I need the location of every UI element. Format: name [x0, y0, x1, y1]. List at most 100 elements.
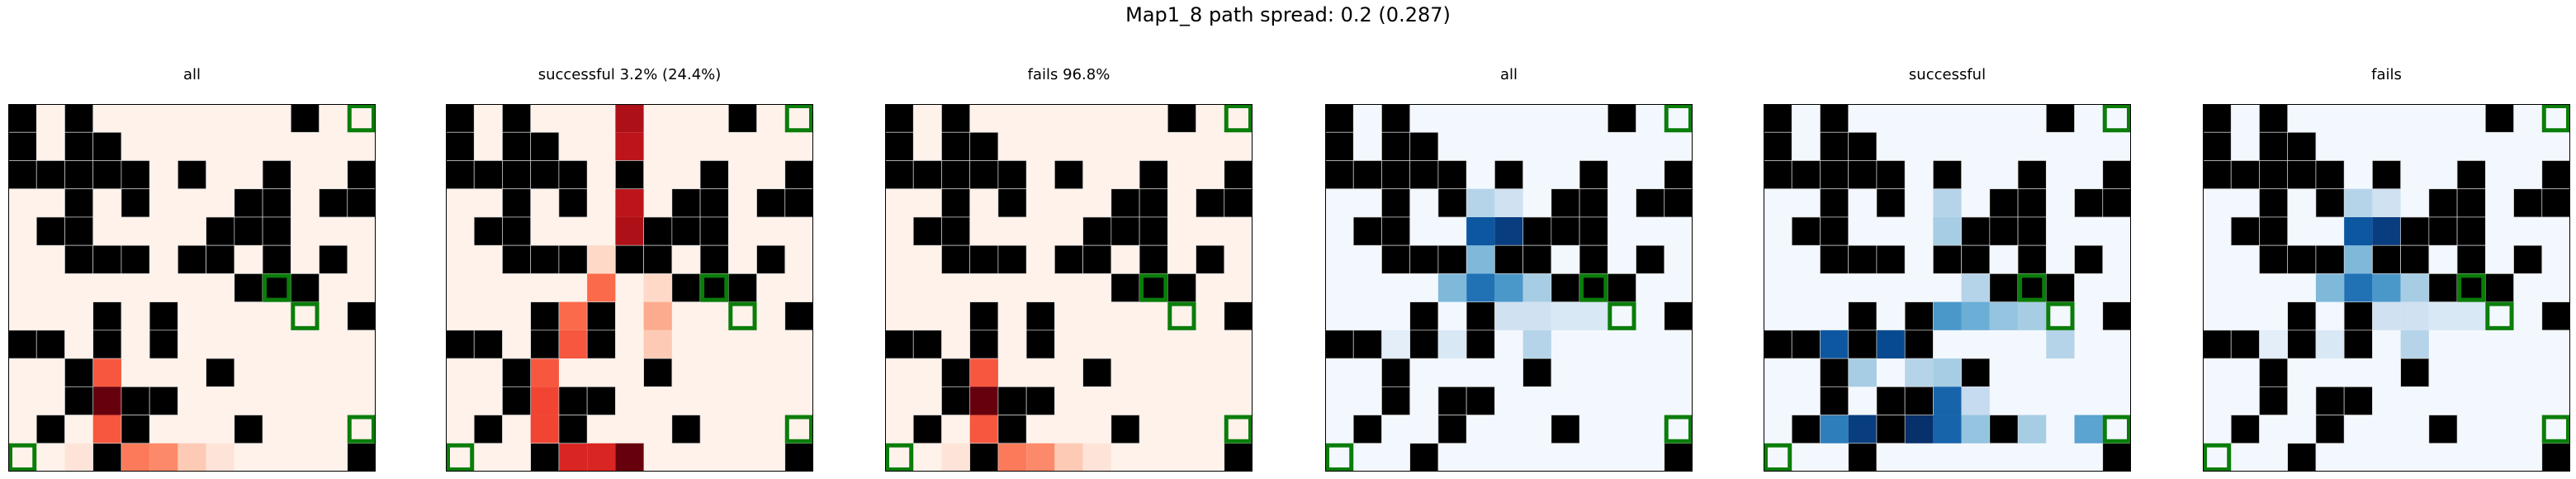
obstacle-cell [2017, 160, 2047, 190]
obstacle-cell [885, 131, 914, 161]
heatmap-cell [2315, 273, 2345, 302]
obstacle-cell [784, 160, 813, 190]
obstacle-cell [1551, 415, 1580, 444]
obstacle-cell [1381, 358, 1411, 387]
obstacle-cell [671, 415, 701, 444]
obstacle-cell [319, 244, 348, 274]
obstacle-cell [2230, 216, 2260, 246]
heatmap-cell [92, 415, 121, 443]
obstacle-cell [1764, 330, 1792, 359]
obstacle-cell [502, 160, 532, 190]
obstacle-cell [1848, 160, 1878, 190]
obstacle-cell [1848, 301, 1878, 331]
heatmap-panel-2: successful 3.2% (24.4%) [446, 0, 813, 479]
obstacle-cell [2259, 188, 2289, 218]
target-cell-marker [1664, 415, 1693, 443]
heatmap-cell [2315, 330, 2345, 359]
plot-frame [885, 104, 1252, 472]
obstacle-cell [2315, 188, 2345, 218]
obstacle-cell [784, 301, 813, 331]
obstacle-cell [941, 216, 971, 246]
obstacle-cell [615, 160, 644, 190]
heatmap-plot [1325, 104, 1693, 472]
plot-frame [1764, 104, 2131, 472]
heatmap-cell [615, 216, 644, 246]
obstacle-cell [2428, 188, 2458, 218]
obstacle-cell [92, 301, 122, 331]
heatmap-cell [558, 301, 588, 330]
obstacle-cell [1409, 160, 1439, 190]
obstacle-cell [121, 160, 150, 190]
obstacle-cell [446, 330, 475, 359]
heatmap-plot [1764, 104, 2131, 472]
target-cell-marker [2018, 273, 2047, 302]
obstacle-cell [92, 443, 122, 472]
target-cell-marker [700, 273, 729, 302]
obstacle-cell [1494, 160, 1523, 190]
obstacle-cell [2541, 188, 2570, 218]
heatmap-cell [615, 104, 644, 133]
heatmap-cell [2400, 273, 2429, 302]
obstacle-cell [530, 244, 560, 274]
obstacle-cell [1167, 273, 1196, 302]
obstacle-cell [502, 216, 532, 246]
obstacle-cell [2428, 415, 2458, 444]
heatmap-cell [2372, 216, 2401, 246]
obstacle-cell [1579, 160, 1608, 190]
obstacle-cell [2230, 330, 2260, 359]
obstacle-cell [1933, 244, 1962, 274]
heatmap-canvas [446, 104, 813, 472]
obstacle-cell [1791, 415, 1821, 444]
obstacle-cell [969, 131, 999, 161]
obstacle-cell [997, 415, 1027, 444]
obstacle-cell [969, 160, 999, 190]
obstacle-cell [1961, 216, 1991, 246]
obstacle-cell [92, 131, 122, 161]
obstacle-cell [262, 160, 291, 190]
obstacle-cell [2315, 386, 2345, 415]
heatmap-panel-5: successful [1764, 0, 2131, 479]
obstacle-cell [1167, 104, 1196, 133]
obstacle-cell [347, 301, 376, 331]
heatmap-cell [1961, 387, 1990, 415]
obstacle-cell [1025, 330, 1055, 359]
obstacle-cell [2017, 188, 2047, 218]
obstacle-cell [1437, 160, 1467, 190]
heatmap-cell [1082, 443, 1111, 472]
obstacle-cell [2372, 160, 2401, 190]
obstacle-cell [2203, 160, 2232, 190]
heatmap-cell [1579, 301, 1608, 330]
obstacle-cell [1381, 188, 1411, 218]
obstacle-cell [699, 160, 729, 190]
obstacle-cell [1381, 131, 1411, 161]
heatmap-cell [1026, 443, 1055, 472]
obstacle-cell [912, 160, 942, 190]
heatmap-cell [1381, 330, 1410, 359]
heatmap-cell [643, 301, 672, 330]
obstacle-cell [784, 188, 813, 218]
obstacle-cell [290, 273, 320, 302]
obstacle-cell [1848, 131, 1878, 161]
obstacle-cell [2315, 160, 2345, 190]
heatmap-panel-1: all [8, 0, 376, 479]
obstacle-cell [2400, 216, 2430, 246]
obstacle-cell [234, 415, 263, 444]
obstacle-cell [1764, 131, 1792, 161]
obstacle-cell [1764, 160, 1792, 190]
obstacle-cell [2102, 160, 2131, 190]
obstacle-cell [997, 160, 1027, 190]
obstacle-cell [2259, 244, 2289, 274]
obstacle-cell [784, 443, 813, 472]
obstacle-cell [36, 330, 65, 359]
obstacle-cell [699, 244, 729, 274]
obstacle-cell [1989, 188, 2019, 218]
heatmap-plot [446, 104, 813, 472]
heatmap-cell [587, 245, 616, 274]
obstacle-cell [997, 244, 1027, 274]
obstacle-cell [1381, 244, 1411, 274]
obstacle-cell [347, 160, 376, 190]
obstacle-cell [2287, 160, 2317, 190]
obstacle-cell [1409, 330, 1439, 359]
heatmap-cell [1961, 301, 1990, 330]
obstacle-cell [2259, 358, 2289, 387]
